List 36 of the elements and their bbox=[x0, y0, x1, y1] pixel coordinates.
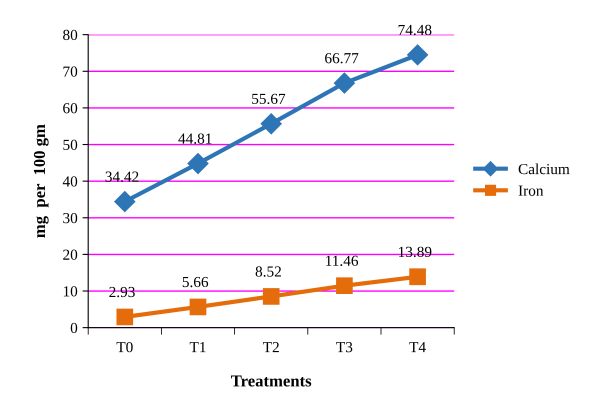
y-tick-label: 10 bbox=[64, 286, 78, 296]
y-tick-label: 30 bbox=[63, 212, 78, 224]
y-tick-label: 70 bbox=[64, 66, 78, 77]
point bbox=[116, 308, 134, 326]
data-label: 66.77 bbox=[325, 53, 358, 64]
point bbox=[334, 72, 355, 94]
y-tick-label: 50 bbox=[63, 140, 78, 150]
point bbox=[409, 268, 426, 286]
point bbox=[336, 277, 353, 294]
legend-label: Calcium bbox=[518, 163, 570, 174]
point bbox=[260, 113, 282, 134]
x-axis-title: Treatments bbox=[231, 375, 312, 387]
point bbox=[187, 153, 209, 174]
y-tick-label: 60 bbox=[63, 103, 78, 114]
data-label: 8.52 bbox=[256, 266, 281, 277]
point bbox=[407, 44, 428, 66]
data-label: 5.66 bbox=[182, 276, 208, 288]
x-tick-label: T2 bbox=[262, 342, 279, 352]
data-label: 34.42 bbox=[106, 172, 138, 182]
data-label: 44.81 bbox=[178, 133, 212, 144]
y-axis-title: mg per 100 gm bbox=[34, 124, 49, 238]
data-label: 74.48 bbox=[398, 24, 432, 36]
y-tick-label: 20 bbox=[63, 250, 78, 260]
y-tick-label: 40 bbox=[62, 176, 78, 187]
y-tick-label: 80 bbox=[63, 30, 78, 40]
data-label: 55.67 bbox=[252, 94, 286, 104]
point bbox=[262, 288, 280, 305]
point bbox=[190, 298, 206, 316]
y-tick-label: 0 bbox=[70, 322, 78, 334]
x-tick-label: T1 bbox=[190, 342, 206, 352]
legend-label: Iron bbox=[518, 186, 544, 196]
x-tick-label: T3 bbox=[336, 342, 352, 352]
x-tick-label: T4 bbox=[409, 342, 426, 352]
data-label: 11.46 bbox=[326, 256, 358, 266]
point bbox=[114, 191, 136, 212]
x-tick-label: T0 bbox=[116, 342, 133, 352]
